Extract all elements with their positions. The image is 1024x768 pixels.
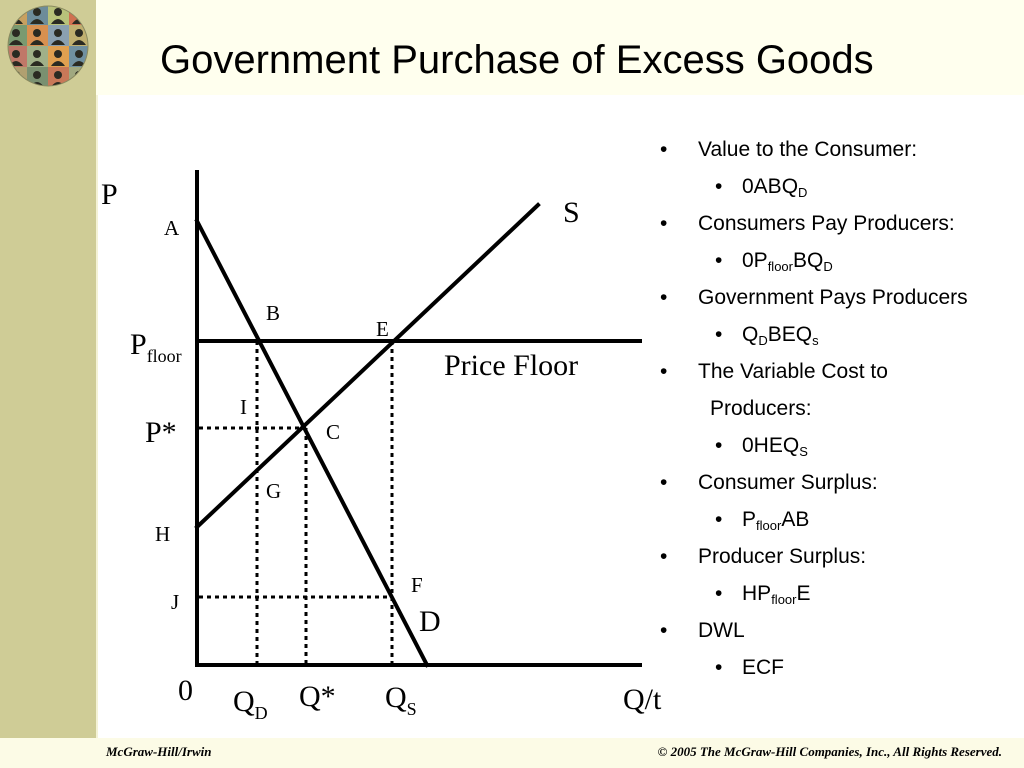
bullet-text: ECF [742,656,784,679]
bullet-text: Consumer Surplus: [698,471,878,494]
slide-title: Government Purchase of Excess Goods [160,38,874,82]
point-h-label: H [155,522,170,546]
q-s-label: QS [385,681,417,719]
price-floor-label: Price Floor [444,349,578,382]
bullet-subscript: S [799,444,808,459]
point-b-label: B [266,301,280,325]
sidebar-band [0,0,96,738]
bullet-subscript: floor [756,518,782,533]
bullet-text: 0ABQ [742,175,799,198]
sub-bullet-item: QDBEQs [660,323,968,360]
supply-label: S [563,196,580,229]
bullet-text: E [796,582,811,605]
point-i-label: I [240,395,247,419]
bullet-text: Producers: [710,397,812,420]
sidebar-divider [96,0,98,738]
sub-bullet-item: 0ABQD [660,175,968,212]
bullet-item: Government Pays Producers [660,286,968,323]
sub-bullet-item: ECF [660,656,968,693]
bullet-text: AB [781,508,810,531]
people-logo-icon [7,5,89,87]
bullet-item: DWL [660,619,968,656]
q-s-base: Q [385,681,407,714]
demand-curve [194,218,430,668]
sub-bullet-item: 0PfloorBQD [660,249,968,286]
demand-label: D [419,605,441,638]
sub-bullet-item: 0HEQS [660,434,968,471]
bullet-text: HP [742,582,772,605]
bullet-text: The Variable Cost to [698,360,888,383]
bullet-text: P [742,508,757,531]
bullet-list: Value to the Consumer:0ABQDConsumers Pay… [660,138,968,693]
bullet-subscript: D [798,185,808,200]
bullet-text: Q [742,323,759,346]
p-floor-base: P [130,328,147,361]
bullet-text: Producer Surplus: [698,545,867,568]
bullet-subscript: floor [767,259,793,274]
bullet-subscript: s [812,333,819,348]
bullet-subscript: floor [771,592,797,607]
point-f-label: F [411,573,423,597]
q-d-base: Q [233,685,255,718]
axis-y-label: P [101,178,118,211]
point-a-label: A [164,216,180,240]
point-g-label: G [266,479,281,503]
bullet-item: Producer Surplus: [660,545,968,582]
bullet-item: Consumer Surplus: [660,471,968,508]
supply-curve [194,202,541,530]
footer-copyright: © 2005 The McGraw-Hill Companies, Inc., … [657,744,1002,759]
sub-bullet-item: PfloorAB [660,508,968,545]
p-star-label: P* [145,416,177,449]
bullet-text: Consumers Pay Producers: [698,212,955,235]
bullet-text: 0P [742,249,768,272]
point-c-label: C [326,420,340,444]
q-star-label: Q* [299,680,336,713]
bullet-item: Consumers Pay Producers: [660,212,968,249]
axis-x-label: Q/t [623,683,662,716]
bullet-subscript: D [823,259,833,274]
q-d-sub: D [255,703,268,723]
bullet-text: DWL [698,619,745,642]
header-band [96,0,1024,95]
bullet-text: Government Pays Producers [698,286,968,309]
point-e-label: E [376,317,389,341]
bullet-item: The Variable Cost to [660,360,968,397]
bullet-item: Value to the Consumer: [660,138,968,175]
p-floor-sub: floor [147,346,182,366]
q-d-label: QD [233,685,268,723]
bullet-subscript: D [758,333,768,348]
bullet-item: Producers: [660,397,968,434]
bullet-text: BQ [792,249,824,272]
bullet-text: Value to the Consumer: [698,138,918,161]
p-floor-label: Pfloor [130,328,182,366]
footer-band [0,738,1024,768]
bullet-text: 0HEQ [742,434,800,457]
sub-bullet-item: HPfloorE [660,582,968,619]
origin-label: 0 [178,674,193,707]
footer-publisher: McGraw-Hill/Irwin [106,744,212,759]
bullet-text: BEQ [767,323,813,346]
q-s-sub: S [407,699,417,719]
point-j-label: J [171,590,179,614]
